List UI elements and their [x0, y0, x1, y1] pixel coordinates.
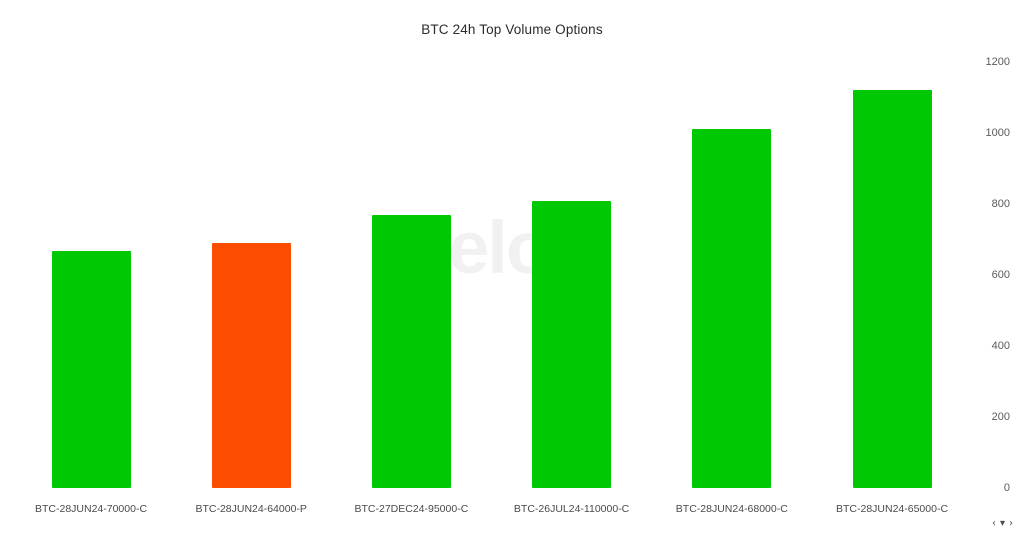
x-axis-tick-3: BTC-26JUL24-110000-C [513, 503, 630, 515]
y-axis-tick-400: 400 [991, 340, 1010, 352]
y-axis-tick-600: 600 [991, 269, 1010, 281]
x-axis-tick-5: BTC-28JUN24-65000-C [835, 503, 949, 515]
plot-area [0, 40, 966, 495]
y-axis-tick-1200: 1200 [985, 56, 1010, 68]
x-axis-tick-0: BTC-28JUN24-70000-C [34, 503, 148, 515]
bar-1[interactable] [211, 243, 291, 488]
bar-4[interactable] [692, 129, 772, 488]
prev-page-icon[interactable]: ‹ [991, 518, 996, 529]
chart-title: BTC 24h Top Volume Options [421, 22, 603, 37]
y-axis-tick-1000: 1000 [985, 127, 1010, 139]
bars-layer [0, 40, 966, 495]
y-axis-tick-0: 0 [1003, 482, 1010, 494]
y-axis-tick-800: 800 [991, 198, 1010, 210]
chevron-down-icon[interactable]: ▾ [999, 518, 1005, 529]
x-axis-tick-1: BTC-28JUN24-64000-P [195, 503, 307, 515]
next-page-icon[interactable]: › [1009, 518, 1013, 529]
bar-3[interactable] [532, 201, 612, 488]
x-axis-tick-4: BTC-28JUN24-68000-C [675, 503, 788, 515]
bar-5[interactable] [852, 90, 932, 488]
x-axis-tick-2: BTC-27DEC24-95000-C [354, 503, 469, 515]
y-axis: 0 200 400 600 800 1000 1200 [966, 0, 1024, 535]
pagination-controls[interactable]: ‹ ▾ › [991, 518, 1014, 530]
bar-0[interactable] [51, 250, 131, 488]
y-axis-tick-200: 200 [991, 411, 1010, 423]
bar-2[interactable] [371, 215, 451, 488]
x-axis: BTC-28JUN24-70000-C BTC-28JUN24-64000-P BT… [0, 503, 966, 523]
